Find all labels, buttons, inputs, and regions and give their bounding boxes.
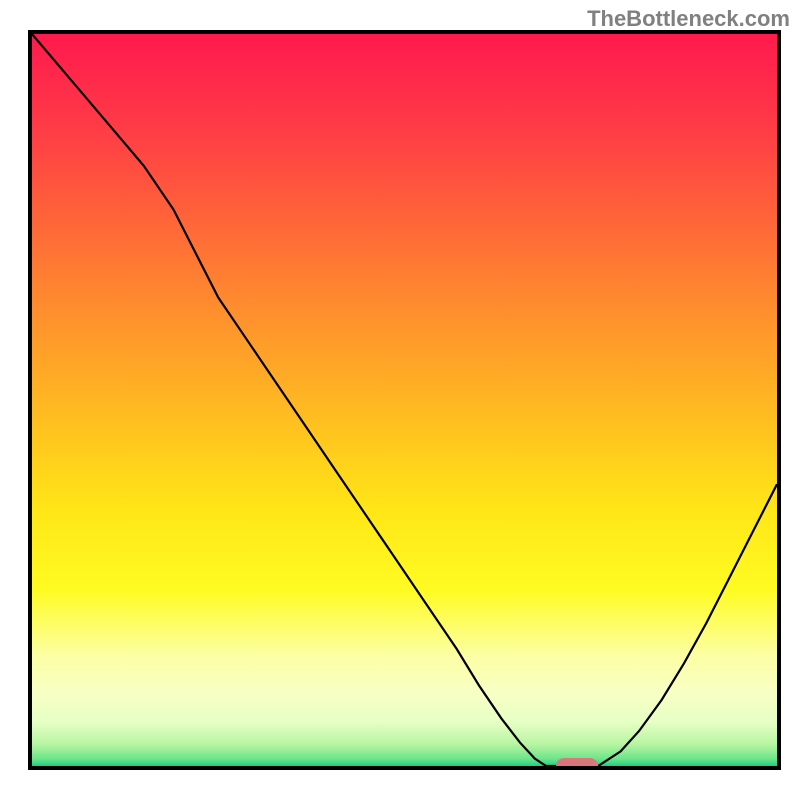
optimal-marker [556, 758, 598, 770]
chart-container: TheBottleneck.com [0, 0, 800, 800]
watermark-text: TheBottleneck.com [587, 6, 790, 32]
gradient-background [32, 34, 777, 766]
plot-frame [28, 30, 781, 770]
